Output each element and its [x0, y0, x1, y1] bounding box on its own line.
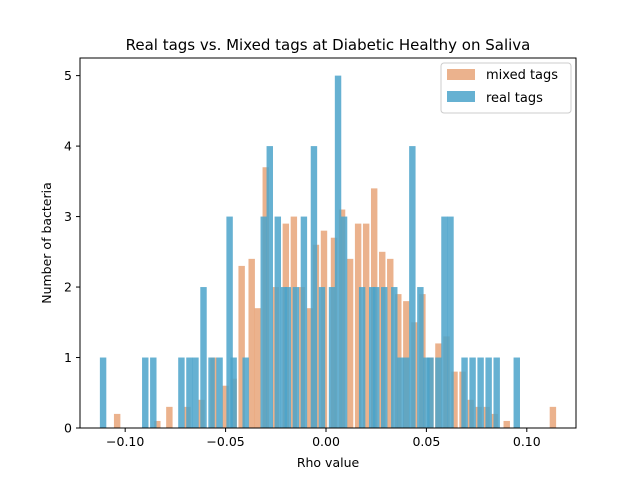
bar-real-tags-11 — [242, 357, 249, 428]
x-axis-label: Rho value — [297, 455, 360, 470]
bar-real-tags-19 — [310, 146, 318, 428]
bar-real-tags-20 — [318, 287, 326, 428]
bar-real-tags-28 — [391, 287, 398, 428]
bar-mixed-tags-1 — [154, 420, 161, 428]
bar-mixed-tags-2 — [166, 406, 173, 428]
bar-real-tags-21 — [328, 287, 336, 428]
x-tick-label: 0.05 — [412, 434, 440, 449]
legend-label-real-tags: real tags — [486, 91, 543, 106]
legend: mixed tags real tags — [440, 62, 572, 114]
bar-mixed-tags-22 — [354, 223, 362, 428]
bar-real-tags-2 — [150, 357, 157, 428]
bar-real-tags-9 — [226, 216, 233, 428]
legend-swatch-mixed-tags — [447, 69, 475, 80]
legend-label-mixed-tags: mixed tags — [486, 68, 558, 83]
x-tick-label: 0.10 — [513, 434, 541, 449]
bar-real-tags-34 — [427, 357, 434, 428]
bar-real-tags-41 — [485, 357, 492, 428]
y-axis-label: Number of bacteria — [39, 182, 54, 304]
bar-real-tags-14 — [274, 216, 282, 428]
chart-title: Real tags vs. Mixed tags at Diabetic Hea… — [126, 36, 531, 54]
y-tick-label: 4 — [64, 139, 72, 154]
bar-real-tags-40 — [477, 357, 484, 428]
bars-layer — [99, 75, 557, 429]
bar-real-tags-30 — [403, 357, 410, 428]
bar-real-tags-13 — [266, 146, 273, 428]
bar-real-tags-16 — [284, 287, 292, 428]
bar-real-tags-29 — [397, 357, 404, 428]
bar-mixed-tags-9 — [248, 258, 255, 428]
series-real-tags — [99, 75, 520, 429]
bar-real-tags-42 — [493, 357, 500, 428]
bar-real-tags-33 — [423, 357, 430, 428]
bar-real-tags-26 — [372, 287, 380, 428]
bar-real-tags-17 — [292, 287, 300, 428]
bar-real-tags-1 — [142, 357, 149, 428]
bar-mixed-tags-23 — [362, 223, 370, 428]
y-tick-label: 2 — [64, 280, 72, 295]
bar-real-tags-0 — [99, 357, 107, 428]
bar-mixed-tags-10 — [254, 308, 261, 428]
plot-frame — [79, 57, 577, 429]
bar-mixed-tags-6 — [222, 385, 229, 428]
bar-real-tags-18 — [300, 216, 308, 428]
bar-real-tags-39 — [469, 357, 476, 428]
bar-real-tags-25 — [368, 287, 376, 428]
bar-real-tags-7 — [208, 357, 215, 428]
bar-real-tags-4 — [186, 357, 193, 428]
bar-real-tags-32 — [417, 287, 424, 428]
bar-mixed-tags-40 — [503, 420, 510, 428]
x-axis-ticks: −0.10 −0.05 0.00 0.05 0.10 — [106, 428, 541, 449]
bar-real-tags-8 — [216, 357, 223, 428]
x-tick-label: 0.00 — [312, 434, 340, 449]
x-tick-label: −0.10 — [106, 434, 144, 449]
y-axis-ticks: 0 1 2 3 4 5 — [64, 68, 80, 436]
bar-real-tags-5 — [192, 357, 199, 428]
bar-mixed-tags-8 — [238, 265, 245, 428]
y-tick-label: 5 — [64, 68, 72, 83]
bar-real-tags-43 — [513, 357, 520, 428]
bar-mixed-tags-16 — [306, 308, 314, 428]
x-tick-label: −0.05 — [206, 434, 244, 449]
bar-real-tags-12 — [260, 216, 267, 428]
bar-real-tags-36 — [441, 216, 448, 428]
bar-real-tags-23 — [340, 216, 348, 428]
bar-real-tags-10 — [230, 357, 237, 428]
bar-real-tags-38 — [461, 357, 468, 428]
bar-real-tags-6 — [200, 287, 207, 428]
bar-real-tags-37 — [447, 216, 454, 428]
bar-mixed-tags-34 — [451, 371, 458, 428]
y-tick-label: 1 — [64, 350, 72, 365]
legend-swatch-real-tags — [447, 91, 475, 102]
bar-real-tags-27 — [381, 287, 388, 428]
bar-real-tags-24 — [358, 287, 366, 428]
bar-real-tags-3 — [178, 357, 185, 428]
bar-real-tags-22 — [334, 75, 342, 429]
bar-real-tags-35 — [435, 357, 442, 428]
bar-real-tags-15 — [280, 287, 288, 428]
bar-mixed-tags-0 — [113, 413, 121, 428]
bar-mixed-tags-41 — [549, 406, 557, 428]
y-tick-label: 3 — [64, 209, 72, 224]
bar-real-tags-31 — [409, 146, 416, 428]
y-tick-label: 0 — [64, 421, 72, 436]
bar-mixed-tags-26 — [387, 258, 394, 428]
bar-mixed-tags-21 — [346, 258, 354, 428]
